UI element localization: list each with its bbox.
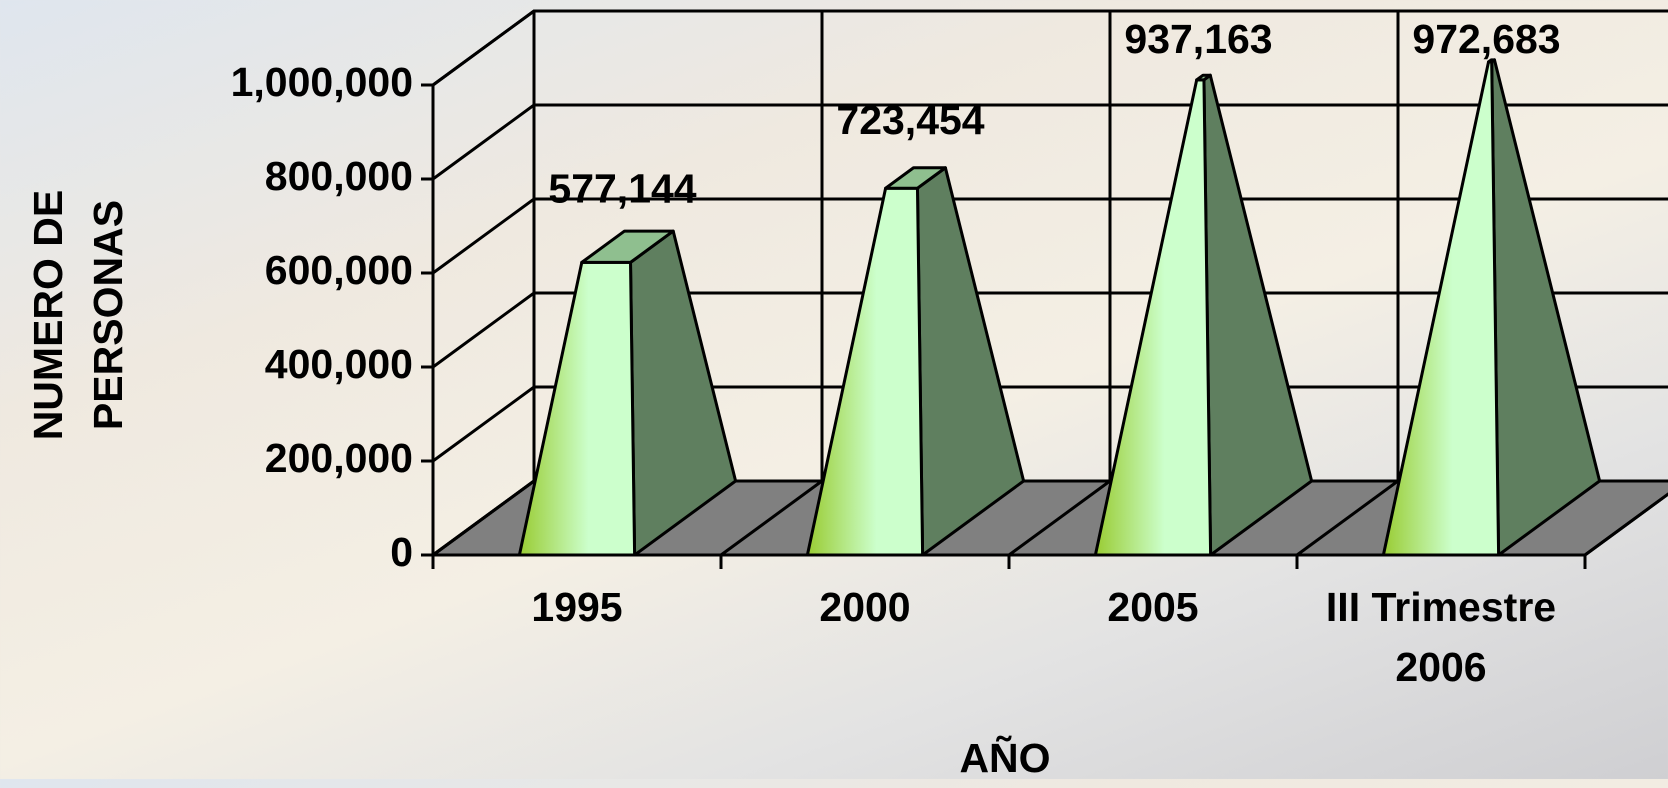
- x-axis-title: AÑO: [959, 735, 1051, 781]
- x-tick-label: 1995: [531, 584, 623, 630]
- x-tick-label: 2005: [1107, 584, 1199, 630]
- y-tick-label: 800,000: [265, 153, 413, 199]
- pyramid-top: [580, 229, 675, 264]
- value-label: 937,163: [1124, 16, 1272, 62]
- pyramid: [517, 229, 738, 557]
- pyramid-front: [1381, 60, 1501, 557]
- pyramid: [1093, 73, 1314, 557]
- grid-line: [432, 291, 1668, 369]
- y-tick-label: 600,000: [265, 247, 413, 293]
- pyramid: [805, 166, 1026, 557]
- grid-line: [432, 103, 1668, 181]
- floor-line: [1296, 479, 1399, 557]
- pyramid-side: [1202, 73, 1314, 557]
- pyramid-front: [1093, 78, 1213, 557]
- value-label: 723,454: [836, 97, 984, 143]
- value-label: 972,683: [1412, 16, 1560, 62]
- y-tick-label: 1,000,000: [231, 59, 413, 105]
- pyramid: [1381, 58, 1602, 557]
- y-tick-label: 0: [390, 529, 413, 575]
- pyramid-front: [517, 260, 637, 557]
- y-tick-label: 400,000: [265, 341, 413, 387]
- y-axis-title: NUMERO DE PERSONAS: [25, 189, 131, 441]
- floor-line: [1008, 479, 1111, 557]
- floor-line: [720, 479, 823, 557]
- value-label: 577,144: [548, 166, 696, 212]
- x-tick-label: 2000: [819, 584, 911, 630]
- grid-line: [432, 197, 1668, 275]
- y-tick-label: 200,000: [265, 435, 413, 481]
- pyramid-top: [884, 166, 947, 190]
- floor-line: [1584, 492, 1668, 557]
- pyramid-side: [1490, 58, 1602, 557]
- pyramid-top: [1487, 58, 1496, 64]
- grid-line: [432, 385, 1668, 463]
- grid-line: [432, 9, 1668, 87]
- pyramid-front: [805, 186, 925, 557]
- pyramid-top: [1195, 73, 1212, 82]
- x-tick-label: III Trimestre 2006: [1325, 584, 1557, 690]
